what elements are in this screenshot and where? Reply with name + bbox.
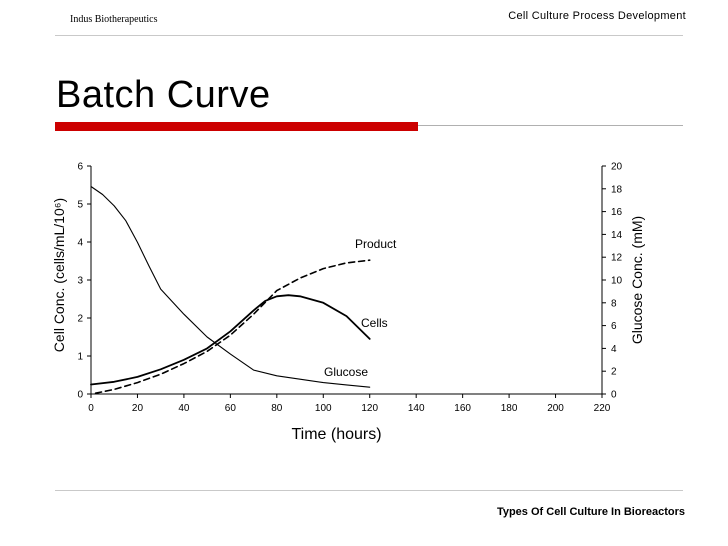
x-tick-label: 160 <box>454 403 471 414</box>
title-accent-bar <box>55 122 418 131</box>
series-glucose-line <box>90 185 371 388</box>
y-tick-label: 4 <box>77 238 83 249</box>
y2-tick-label: 4 <box>611 344 617 355</box>
header-subtitle: Cell Culture Process Development <box>508 10 686 22</box>
y-tick-label: 2 <box>77 314 83 325</box>
series-label-cells: Cells <box>361 316 388 330</box>
y2-tick-label: 20 <box>611 162 623 173</box>
series-cells-line <box>90 294 371 386</box>
y-tick-label: 1 <box>77 352 83 363</box>
x-axis-title: Time (hours) <box>291 426 381 443</box>
x-tick-label: 180 <box>501 403 518 414</box>
series-product-line <box>94 259 371 394</box>
y2-tick-label: 6 <box>611 321 617 332</box>
company-name: Indus Biotherapeutics <box>70 14 158 25</box>
x-tick-label: 200 <box>547 403 564 414</box>
x-tick-label: 80 <box>271 403 283 414</box>
y2-tick-label: 0 <box>611 390 617 401</box>
x-tick-label: 120 <box>361 403 378 414</box>
x-tick-label: 40 <box>178 403 190 414</box>
y-axis-title: Cell Conc. (cells/mL/10⁶) <box>51 198 67 352</box>
series-label-glucose: Glucose <box>324 365 368 379</box>
bottom-divider <box>55 490 683 491</box>
x-tick-label: 60 <box>225 403 237 414</box>
y2-tick-label: 2 <box>611 367 617 378</box>
x-tick-label: 20 <box>132 403 144 414</box>
batch-curve-chart: 0 20 40 60 80 100 120 140 160 180 200 2200123456024… <box>51 162 645 444</box>
y2-tick-label: 12 <box>611 253 623 264</box>
y-tick-label: 0 <box>77 390 83 401</box>
x-tick-label: 140 <box>408 403 425 414</box>
chart-panel: 0 20 40 60 80 100 120 140 160 180 200 220 0 1 2 3 4 5 6 0 2 4… <box>48 154 652 444</box>
y-tick-label: 5 <box>77 200 83 211</box>
y2-tick-label: 14 <box>611 230 623 241</box>
y2-tick-label: 8 <box>611 298 617 309</box>
y2-tick-label: 10 <box>611 276 623 287</box>
y-tick-label: 3 <box>77 276 83 287</box>
series-label-product: Product <box>355 237 397 251</box>
x-tick-label: 220 <box>594 403 611 414</box>
top-divider <box>55 35 683 36</box>
footer-text: Types Of Cell Culture In Bioreactors <box>496 506 685 518</box>
y-tick-label: 6 <box>77 162 83 173</box>
y2-tick-label: 16 <box>611 207 623 218</box>
y2-tick-label: 18 <box>611 184 623 195</box>
slide-title: Batch Curve <box>56 74 271 116</box>
title-rule <box>418 125 683 126</box>
x-tick-label: 0 <box>88 403 94 414</box>
x-tick-label: 100 <box>315 403 332 414</box>
y2-axis-title: Glucose Conc. (mM) <box>629 216 645 344</box>
